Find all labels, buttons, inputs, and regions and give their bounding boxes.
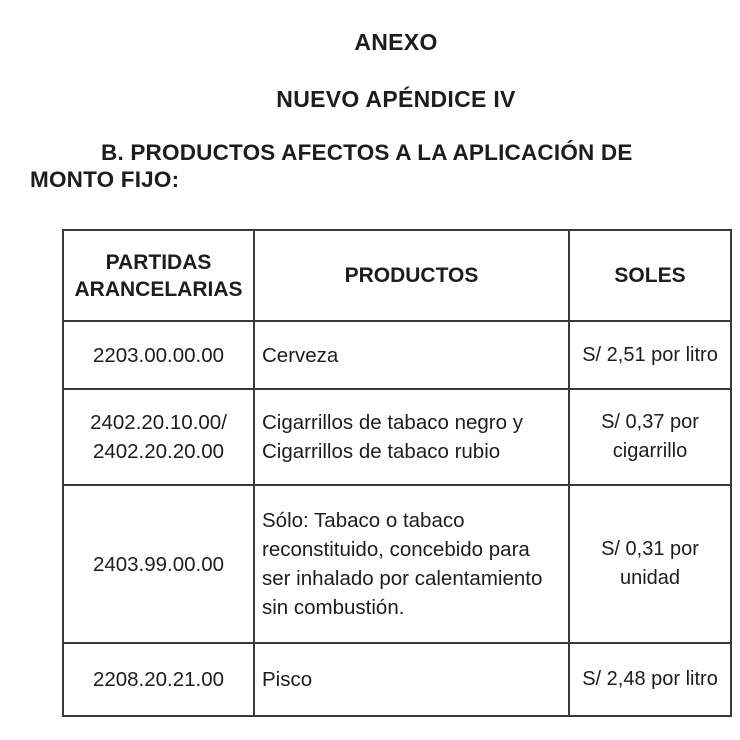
- col-header-soles: SOLES: [568, 229, 732, 322]
- section-heading: B. PRODUCTOS AFECTOS A LA APLICACIÓN DE M…: [30, 139, 740, 193]
- cell-soles: S/ 0,37 por cigarrillo: [568, 388, 732, 486]
- cell-partidas: 2402.20.10.00/ 2402.20.20.00: [62, 388, 255, 486]
- cell-partidas: 2203.00.00.00: [62, 320, 255, 390]
- cell-partidas: 2208.20.21.00: [62, 642, 255, 717]
- cell-producto: Cerveza: [253, 320, 570, 390]
- products-table: PARTIDAS ARANCELARIAS PRODUCTOS SOLES 22…: [62, 229, 732, 717]
- table-row-tabaco-calentado: 2403.99.00.00 Sólo: Tabaco o tabaco reco…: [62, 484, 732, 644]
- cell-soles: S/ 2,48 por litro: [568, 642, 732, 717]
- page-subtitle: NUEVO APÉNDICE IV: [276, 86, 516, 112]
- table-row-pisco: 2208.20.21.00 Pisco S/ 2,48 por litro: [62, 642, 732, 717]
- col-header-productos: PRODUCTOS: [253, 229, 570, 322]
- cell-partidas: 2403.99.00.00: [62, 484, 255, 644]
- table-header-row: PARTIDAS ARANCELARIAS PRODUCTOS SOLES: [62, 229, 732, 322]
- page-title: ANEXO: [354, 29, 438, 55]
- table-row-cerveza: 2203.00.00.00 Cerveza S/ 2,51 por litro: [62, 320, 732, 390]
- table-row-cigarrillos: 2402.20.10.00/ 2402.20.20.00 Cigarrillos…: [62, 388, 732, 486]
- title-block: ANEXO NUEVO APÉNDICE IV: [52, 0, 740, 111]
- section-heading-line2: MONTO FIJO:: [30, 167, 180, 192]
- cell-producto: Sólo: Tabaco o tabaco reconstituido, con…: [253, 484, 570, 644]
- cell-producto: Cigarrillos de tabaco negro y Cigarrillo…: [253, 388, 570, 486]
- cell-producto: Pisco: [253, 642, 570, 717]
- section-heading-line1: B. PRODUCTOS AFECTOS A LA APLICACIÓN DE: [101, 140, 633, 165]
- cell-soles: S/ 0,31 por unidad: [568, 484, 732, 644]
- col-header-partidas-arancelarias: PARTIDAS ARANCELARIAS: [62, 229, 255, 322]
- cell-soles: S/ 2,51 por litro: [568, 320, 732, 390]
